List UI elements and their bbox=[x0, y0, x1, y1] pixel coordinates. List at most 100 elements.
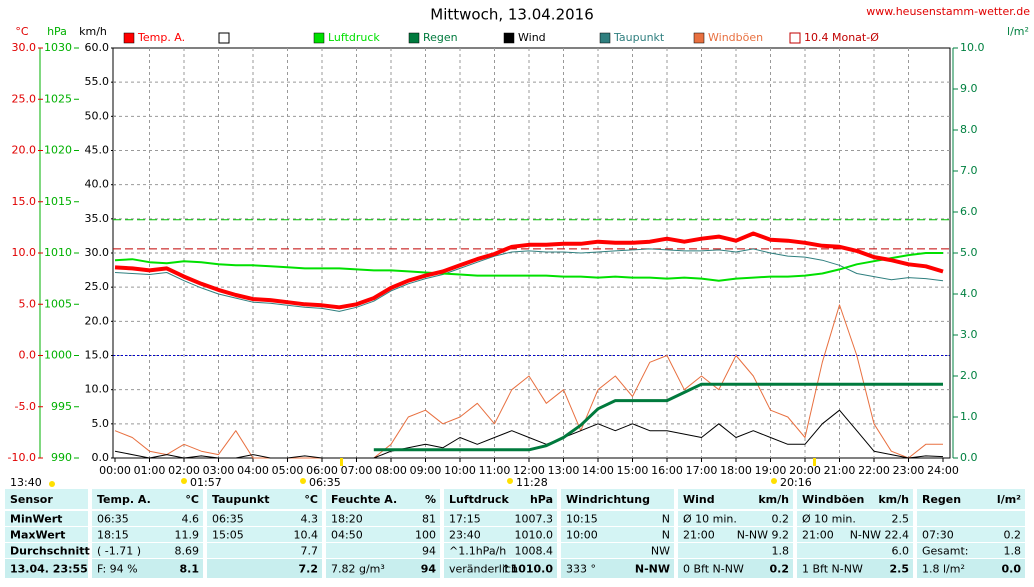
table-value: 0.2 bbox=[1004, 529, 1022, 542]
sun-mark bbox=[813, 458, 816, 466]
table-value: N-NW 22.4 bbox=[850, 529, 909, 542]
table-cell bbox=[444, 527, 557, 542]
table-cell bbox=[678, 543, 793, 558]
table-cell bbox=[797, 511, 913, 526]
marker-icon bbox=[300, 478, 306, 484]
table-text: Windböen bbox=[802, 493, 864, 506]
table-value: % bbox=[425, 493, 436, 506]
x-tick-label: 23:00 bbox=[893, 464, 925, 477]
table-cell bbox=[92, 511, 203, 526]
table-cell bbox=[917, 527, 1025, 542]
series-line bbox=[114, 409, 944, 459]
series-line bbox=[114, 248, 944, 312]
table-text: Durchschnitt bbox=[10, 545, 90, 558]
y-tick-label: 8.0 bbox=[960, 123, 978, 136]
y-tick-label: 10.0 bbox=[85, 383, 110, 396]
table-cell bbox=[797, 527, 913, 542]
table-cell bbox=[5, 543, 88, 558]
table-cell bbox=[326, 543, 440, 558]
series-line bbox=[114, 231, 944, 310]
y-tick-label: 20.0 bbox=[12, 144, 37, 157]
x-tick-label: 21:00 bbox=[824, 464, 856, 477]
y-tick-label: -10.0 bbox=[8, 451, 36, 464]
table-value: N-NW bbox=[635, 563, 670, 576]
table-text: 10:00 bbox=[566, 529, 598, 542]
table-value: 1.8 bbox=[1004, 545, 1022, 558]
y-tick-label: 30.0 bbox=[12, 41, 37, 54]
y-tick-label: 4.0 bbox=[960, 287, 978, 300]
table-cell bbox=[5, 527, 88, 542]
x-tick-label: 07:00 bbox=[341, 464, 373, 477]
y-tick-label: 20.0 bbox=[85, 314, 110, 327]
table-value: 2.5 bbox=[892, 513, 910, 526]
table-cell bbox=[326, 489, 440, 509]
y-tick-label: 1015 bbox=[44, 195, 72, 208]
table-cell bbox=[678, 511, 793, 526]
marker-label: 13:40 bbox=[10, 476, 42, 489]
y-tick-label: 1010 bbox=[44, 246, 72, 259]
table-cell bbox=[561, 543, 674, 558]
x-tick-label: 15:00 bbox=[617, 464, 649, 477]
y-tick-label: 1.0 bbox=[960, 410, 978, 423]
table-text: Taupunkt bbox=[212, 493, 269, 506]
table-value: 10.4 bbox=[294, 529, 319, 542]
y-tick-label: 1005 bbox=[44, 297, 72, 310]
table-value: 1.8 bbox=[772, 545, 790, 558]
table-value: 0.0 bbox=[1002, 563, 1022, 576]
table-text: Windrichtung bbox=[566, 493, 650, 506]
table-value: 1007.3 bbox=[515, 513, 554, 526]
table-text: Feuchte A. bbox=[331, 493, 397, 506]
table-cell bbox=[92, 527, 203, 542]
table-text: 06:35 bbox=[212, 513, 244, 526]
marker-icon bbox=[771, 478, 777, 484]
x-tick-label: 18:00 bbox=[720, 464, 752, 477]
y-tick-label: 990 bbox=[51, 451, 72, 464]
y-tick-label: 60.0 bbox=[85, 41, 110, 54]
x-tick-label: 03:00 bbox=[203, 464, 235, 477]
table-value: N bbox=[662, 529, 670, 542]
x-tick-label: 08:00 bbox=[375, 464, 407, 477]
x-tick-label: 01:00 bbox=[134, 464, 166, 477]
table-cell bbox=[917, 543, 1025, 558]
table-value: NW bbox=[651, 545, 670, 558]
table-value: km/h bbox=[878, 493, 909, 506]
y-tick-label: 15.0 bbox=[12, 195, 37, 208]
axis-unit: l/m² bbox=[1007, 25, 1029, 38]
table-value: °C bbox=[304, 493, 318, 506]
table-text: 17:15 bbox=[449, 513, 481, 526]
legend-label: Wind bbox=[518, 31, 546, 44]
table-value: 8.69 bbox=[175, 545, 200, 558]
x-tick-label: 04:00 bbox=[237, 464, 269, 477]
axis-unit: °C bbox=[15, 25, 29, 38]
legend-swatch bbox=[123, 32, 135, 44]
table-text: 06:35 bbox=[97, 513, 129, 526]
table-value: 4.3 bbox=[301, 513, 319, 526]
table-cell bbox=[444, 559, 557, 578]
table-text: 21:00 bbox=[802, 529, 834, 542]
x-tick-label: 02:00 bbox=[168, 464, 200, 477]
legend-label: 10.4 Monat-Ø bbox=[804, 31, 879, 44]
series-line bbox=[114, 304, 943, 459]
series-line bbox=[373, 382, 943, 452]
table-cell bbox=[92, 559, 203, 578]
table-cell bbox=[5, 489, 88, 509]
x-tick-label: 05:00 bbox=[272, 464, 304, 477]
y-tick-label: 5.0 bbox=[92, 417, 110, 430]
table-value: l/m² bbox=[997, 493, 1021, 506]
table-text: Temp. A. bbox=[97, 493, 151, 506]
table-text: Ø 10 min. bbox=[683, 513, 737, 526]
y-tick-label: 25.0 bbox=[12, 92, 37, 105]
table-text: Ø 10 min. bbox=[802, 513, 856, 526]
source-link[interactable]: www.heusenstamm-wetter.de bbox=[866, 5, 1030, 18]
y-tick-label: 3.0 bbox=[960, 328, 978, 341]
y-tick-label: -5.0 bbox=[15, 400, 36, 413]
table-value: 0.2 bbox=[770, 563, 790, 576]
x-tick-label: 00:00 bbox=[99, 464, 131, 477]
table-cell bbox=[207, 527, 322, 542]
table-text: MinWert bbox=[10, 513, 62, 526]
table-cell bbox=[92, 489, 203, 509]
y-tick-label: 50.0 bbox=[85, 109, 110, 122]
table-cell bbox=[797, 489, 913, 509]
table-text: veränderlich bbox=[449, 563, 518, 576]
y-tick-label: 0.0 bbox=[92, 451, 110, 464]
